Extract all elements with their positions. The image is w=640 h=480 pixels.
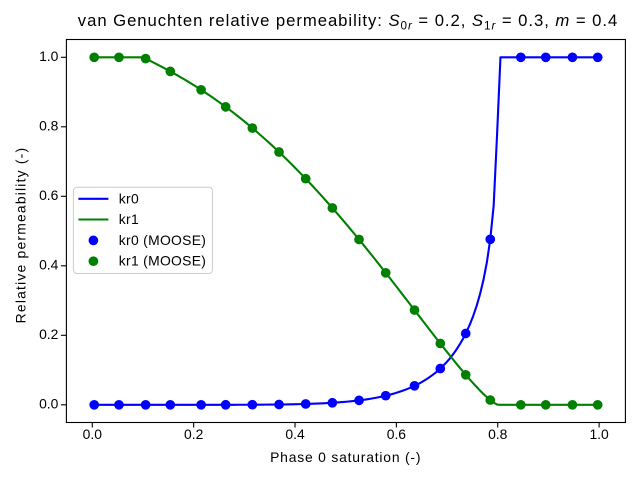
svg-text:0.0: 0.0 (83, 426, 103, 442)
svg-text:0.6: 0.6 (39, 187, 59, 203)
svg-text:0.4: 0.4 (39, 257, 59, 273)
svg-text:0.2: 0.2 (39, 326, 59, 342)
svg-text:kr1 (MOOSE): kr1 (MOOSE) (119, 253, 206, 269)
svg-text:Relative permeability (-): Relative permeability (-) (13, 147, 29, 324)
svg-text:van Genuchten relative permeab: van Genuchten relative permeability: S0r… (78, 11, 618, 33)
svg-text:0.0: 0.0 (39, 396, 59, 412)
svg-text:0.2: 0.2 (184, 426, 204, 442)
svg-text:1.0: 1.0 (39, 48, 59, 64)
svg-text:0.8: 0.8 (39, 118, 59, 134)
svg-text:Phase 0 saturation (-): Phase 0 saturation (-) (270, 449, 421, 465)
svg-text:1.0: 1.0 (589, 426, 609, 442)
svg-text:0.4: 0.4 (285, 426, 305, 442)
svg-text:kr0: kr0 (119, 190, 139, 206)
svg-text:kr1: kr1 (119, 211, 139, 227)
svg-text:0.6: 0.6 (387, 426, 407, 442)
svg-text:0.8: 0.8 (488, 426, 508, 442)
svg-text:kr0 (MOOSE): kr0 (MOOSE) (119, 232, 206, 248)
